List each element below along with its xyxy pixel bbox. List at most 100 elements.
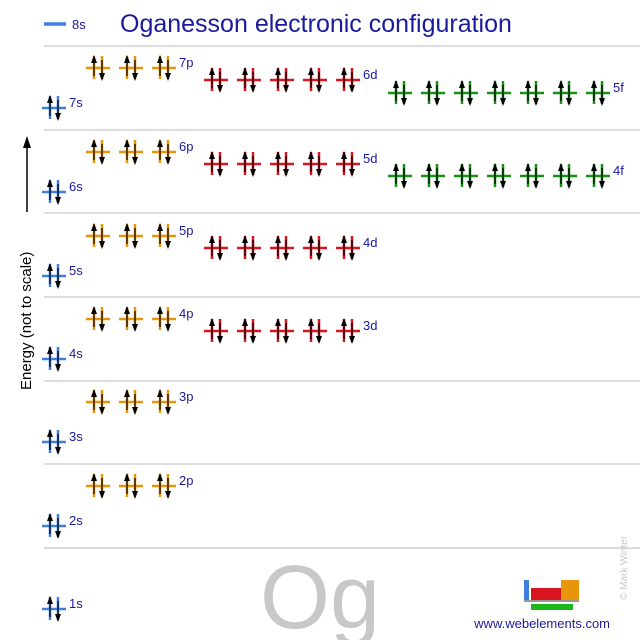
logo-d-block [531,588,561,600]
electron-down-arrowhead [165,407,171,415]
orbital-box [42,263,66,289]
electron-down-arrowhead [566,181,572,189]
orbital-box [454,80,478,106]
electron-down-arrowhead [316,85,322,93]
electron-down-arrowhead [165,324,171,332]
electron-up-arrowhead [124,139,130,147]
electron-down-arrowhead [434,181,440,189]
orbital-5f: 5f [388,80,624,106]
website-link[interactable]: www.webelements.com [473,616,610,631]
electron-up-arrowhead [47,263,53,271]
orbital-label: 5p [179,223,193,238]
orbital-label: 7s [69,95,83,110]
electron-up-arrowhead [525,80,531,88]
electron-down-arrowhead [55,447,61,455]
orbital-box [119,55,143,81]
electron-up-arrowhead [124,389,130,397]
energy-axis: Energy (not to scale) [18,136,35,390]
electron-up-arrowhead [242,67,248,75]
orbital-3p: 3p [86,389,193,415]
orbital-box [421,80,445,106]
element-symbol: Og [260,548,380,640]
orbital-box [42,596,66,622]
orbital-4d: 4d [204,235,377,261]
electron-up-arrowhead [124,306,130,314]
orbital-box [336,67,360,93]
orbital-box [152,55,176,81]
orbital-label: 5s [69,263,83,278]
orbital-levels: 1s 2s 2p 3s 3p 4s 3d 4p 5s 4d 5p 6s 4f 5d 6p 7s 5f 6d 7p [42,55,624,622]
orbital-box [86,389,110,415]
orbital-7p: 7p [86,55,193,81]
electron-down-arrowhead [401,98,407,106]
logo-base [524,600,579,602]
orbital-box [86,473,110,499]
orbital-box [520,163,544,189]
orbital-box [204,318,228,344]
electron-up-arrowhead [124,223,130,231]
orbital-label: 7p [179,55,193,70]
orbital-box [388,80,412,106]
orbital-box [152,139,176,165]
orbital-box [119,223,143,249]
electron-down-arrowhead [55,113,61,121]
orbital-box [336,318,360,344]
electron-down-arrowhead [55,531,61,539]
electron-up-arrowhead [91,55,97,63]
electron-up-arrowhead [124,473,130,481]
electron-up-arrowhead [275,151,281,159]
orbital-4p: 4p [86,306,193,332]
electron-up-arrowhead [47,95,53,103]
electron-down-arrowhead [467,98,473,106]
orbital-box [303,67,327,93]
orbital-box [237,235,261,261]
electron-up-arrowhead [47,513,53,521]
orbital-box [42,95,66,121]
electron-down-arrowhead [217,85,223,93]
orbital-4f: 4f [388,163,624,189]
electron-down-arrowhead [566,98,572,106]
electron-up-arrowhead [124,55,130,63]
orbital-label: 4s [69,346,83,361]
orbital-box [86,223,110,249]
orbital-box [303,151,327,177]
electron-up-arrowhead [209,151,215,159]
orbital-box [303,318,327,344]
orbital-6p: 6p [86,139,193,165]
electron-up-arrowhead [492,163,498,171]
electron-up-arrowhead [157,55,163,63]
electron-up-arrowhead [341,67,347,75]
electron-down-arrowhead [250,336,256,344]
orbital-2s: 2s [42,513,83,539]
electron-up-arrowhead [157,306,163,314]
electron-up-arrowhead [393,80,399,88]
electron-up-arrowhead [459,80,465,88]
orbital-box [152,389,176,415]
logo-s-block [524,580,529,600]
electron-down-arrowhead [99,491,105,499]
electron-down-arrowhead [283,336,289,344]
period-dividers [44,45,640,549]
electron-down-arrowhead [132,491,138,499]
orbital-6d: 6d [204,67,377,93]
electron-down-arrowhead [165,73,171,81]
orbital-label: 3d [363,318,377,333]
orbital-4s: 4s [42,346,83,372]
legend-8s-label: 8s [72,17,86,32]
webelements-logo [524,580,579,610]
orbital-box [388,163,412,189]
electron-down-arrowhead [217,169,223,177]
orbital-box [454,163,478,189]
orbital-1s: 1s [42,596,83,622]
electron-up-arrowhead [209,67,215,75]
orbital-box [237,67,261,93]
orbital-label: 5d [363,151,377,166]
electron-up-arrowhead [492,80,498,88]
orbital-box [42,429,66,455]
orbital-box [119,306,143,332]
electron-down-arrowhead [165,157,171,165]
electron-down-arrowhead [132,324,138,332]
orbital-label: 5f [613,80,624,95]
orbital-box [204,235,228,261]
